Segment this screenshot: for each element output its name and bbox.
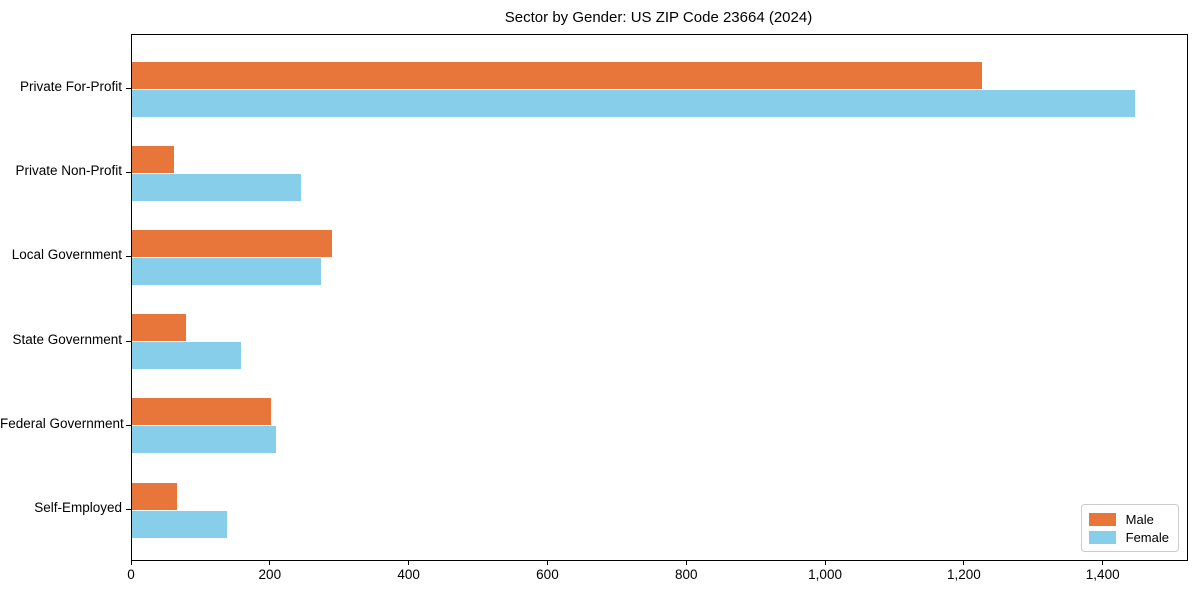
y-tick-label-state-government: State Government: [12, 331, 122, 347]
y-tick-label-local-government: Local Government: [11, 247, 122, 263]
bar-female-federal-government: [132, 426, 276, 454]
x-tick-mark-200: [269, 560, 271, 565]
x-tick-label-1200: 1,200: [946, 567, 981, 582]
x-tick-mark-400: [408, 560, 410, 565]
x-tick-label-1400: 1,400: [1085, 567, 1120, 582]
legend-entry-female: Female: [1088, 528, 1169, 546]
bar-male-federal-government: [132, 398, 271, 426]
bar-male-private-for-profit: [132, 61, 982, 89]
x-tick-mark-1000: [824, 560, 826, 565]
y-tick-label-private-for-profit: Private For-Profit: [19, 79, 122, 94]
y-tick-mark-federal-government: [126, 424, 131, 426]
y-tick-mark-local-government: [126, 256, 131, 258]
x-tick-label-800: 800: [674, 567, 698, 582]
legend-label-male: Male: [1125, 511, 1154, 527]
legend-label-female: Female: [1125, 529, 1169, 545]
plot-area: Male Female: [131, 34, 1188, 561]
y-tick-mark-state-government: [126, 340, 131, 342]
bar-male-private-non-profit: [132, 145, 174, 173]
y-tick-mark-self-employed: [126, 509, 131, 510]
bar-female-self-employed: [132, 510, 227, 538]
y-tick-label-private-non-profit: Private Non-Profit: [15, 163, 122, 179]
legend-entry-male: Male: [1088, 510, 1169, 528]
chart-title: Sector by Gender: US ZIP Code 23664 (202…: [504, 9, 813, 26]
bar-male-self-employed: [132, 482, 177, 510]
bar-male-state-government: [132, 314, 186, 342]
x-tick-mark-800: [685, 560, 687, 565]
x-tick-mark-600: [546, 560, 548, 565]
bar-male-local-government: [132, 229, 332, 257]
x-tick-label-1000: 1,000: [808, 567, 842, 582]
y-tick-mark-private-non-profit: [126, 172, 131, 174]
bar-female-private-for-profit: [132, 89, 1135, 117]
x-tick-mark-1200: [963, 560, 965, 565]
y-tick-label-self-employed: Self-Employed: [34, 500, 122, 515]
y-tick-mark-private-for-profit: [126, 88, 131, 89]
x-tick-label-400: 400: [397, 567, 420, 582]
x-tick-mark-0: [130, 560, 132, 565]
bar-female-state-government: [132, 342, 241, 370]
legend-swatch-female: [1088, 530, 1116, 544]
bar-female-local-government: [132, 257, 321, 285]
bar-female-private-non-profit: [132, 173, 301, 201]
x-tick-mark-1400: [1102, 560, 1104, 565]
y-tick-label-federal-government: Federal Government: [0, 415, 124, 431]
x-tick-label-0: 0: [127, 567, 135, 582]
legend: Male Female: [1080, 504, 1179, 552]
legend-swatch-male: [1088, 512, 1116, 526]
x-tick-label-200: 200: [258, 567, 282, 582]
x-tick-label-600: 600: [536, 567, 559, 582]
